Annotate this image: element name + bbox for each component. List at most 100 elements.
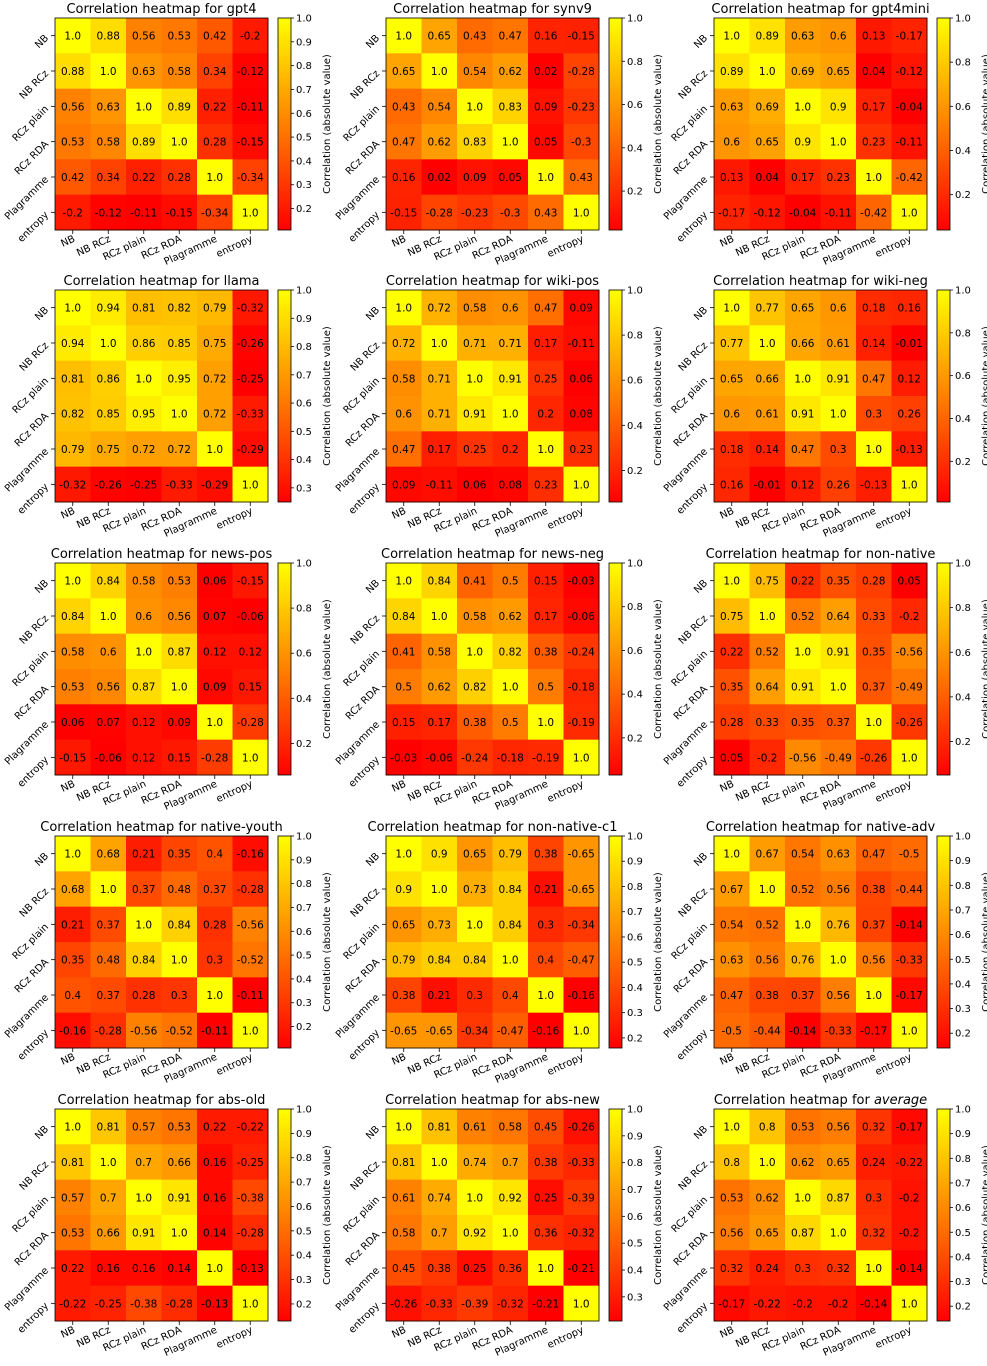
y-tick-label: NB RCz (677, 68, 710, 101)
cell-value-label: 0.05 (720, 752, 743, 764)
heatmap-cell (820, 836, 857, 872)
heatmap-cell (161, 633, 198, 670)
y-tick-label: NB (33, 305, 51, 323)
heatmap-cell (492, 704, 529, 741)
cell-value-label: 0.25 (534, 1192, 557, 1204)
heatmap-cell (197, 1012, 233, 1049)
cell-value-label: 1.0 (135, 101, 152, 113)
heatmap-cell (386, 159, 422, 196)
heatmap-cell (386, 466, 422, 503)
heatmap-cell (197, 1250, 233, 1287)
y-tick-label: NB (692, 851, 710, 869)
heatmap-cell (785, 633, 821, 670)
colorbar-label: Correlation (absolute value) (653, 54, 664, 194)
y-tick-label: NB RCz (349, 613, 382, 646)
heatmap-cell (856, 836, 892, 872)
colorbar-label: Correlation (absolute value) (653, 872, 664, 1012)
chart-title-name: llama (224, 274, 260, 289)
cell-value-label: 0.23 (534, 479, 557, 491)
cell-value-label: 0.89 (168, 101, 191, 113)
heatmap-cell (492, 88, 529, 125)
cell-value-label: -0.33 (426, 1298, 453, 1310)
cell-value-label: 0.16 (203, 1192, 227, 1204)
cell-value-label: 0.76 (827, 919, 851, 931)
heatmap-cell (785, 53, 821, 90)
heatmap-cell (891, 325, 928, 362)
colorbar-tick-label: 1.0 (955, 559, 971, 570)
heatmap-cell (386, 977, 422, 1014)
heatmap-cell (714, 1215, 750, 1251)
cell-value-label: 0.89 (132, 137, 155, 149)
heatmap-cell (749, 466, 786, 503)
cell-value-label: -0.12 (754, 207, 781, 219)
cell-value-label: 0.16 (132, 1263, 156, 1275)
colorbar-tick-label: 0.4 (955, 1252, 971, 1263)
cell-value-label: 1.0 (100, 611, 117, 623)
heatmap-cell (90, 598, 127, 635)
heatmap-cell (820, 325, 857, 362)
heatmap-cell (528, 325, 564, 362)
heatmap-cell (55, 1109, 91, 1145)
heatmap-cell (891, 1215, 928, 1251)
cell-value-label: 1.0 (171, 682, 188, 694)
cell-value-label: 0.75 (756, 576, 779, 588)
heatmap-cell (126, 1144, 162, 1181)
cell-value-label: 0.52 (791, 884, 814, 896)
colorbar-tick-label: 0.9 (627, 1131, 643, 1142)
heatmap-cell (55, 124, 91, 160)
y-tick-label: NB (33, 578, 51, 596)
heatmap-cell (421, 1179, 458, 1216)
cell-value-label: 0.41 (392, 646, 415, 658)
chart-title-name: synv9 (553, 2, 592, 17)
y-tick-label: RCz plain (670, 104, 710, 144)
cell-value-label: 1.0 (573, 1298, 590, 1310)
colorbar-label: Correlation (absolute value) (322, 1145, 333, 1285)
heatmap-cell (161, 466, 198, 503)
cell-value-label: 1.0 (830, 955, 847, 967)
heatmap-cell (856, 871, 892, 908)
heatmap-frame (54, 17, 269, 231)
cell-value-label: -0.32 (237, 303, 264, 315)
cell-value-label: 0.38 (392, 990, 415, 1002)
heatmap-cell (891, 704, 928, 741)
cell-value-label: 0.6 (830, 303, 847, 315)
x-tick-label: entropy (874, 1052, 914, 1078)
cell-value-label: 0.18 (862, 303, 885, 315)
chart-title-prefix: Correlation heatmap for (64, 274, 224, 289)
chart-title-prefix: Correlation heatmap for (58, 1093, 218, 1108)
cell-value-label: 0.22 (203, 101, 226, 113)
cell-value-label: 0.2 (537, 409, 554, 421)
cell-value-label: 0.23 (827, 172, 850, 184)
cell-value-label: 0.28 (132, 990, 155, 1002)
cell-value-label: -0.12 (896, 66, 923, 78)
heatmap-cell (126, 1179, 162, 1216)
colorbar-tick-label: 0.6 (296, 927, 312, 938)
heatmap-cell (528, 1215, 564, 1251)
heatmap-cell (232, 1250, 269, 1287)
cell-value-label: 0.12 (132, 717, 155, 729)
cell-value-label: 1.0 (537, 990, 554, 1002)
heatmap-cell (492, 1179, 529, 1216)
heatmap-frame (54, 562, 269, 776)
heatmap-cell (197, 704, 233, 741)
colorbar-tick-label: 0.7 (296, 85, 312, 96)
cell-value-label: 0.47 (791, 444, 814, 456)
heatmap-cell (563, 669, 600, 705)
heatmap-cell (457, 563, 493, 599)
heatmap-cell (563, 431, 600, 468)
colorbar-tick-label: 0.8 (296, 879, 312, 890)
heatmap-cell (197, 360, 233, 397)
heatmap-cell (492, 598, 529, 635)
cell-value-label: 1.0 (395, 1122, 412, 1134)
cell-value-label: 0.38 (463, 717, 486, 729)
cell-value-label: 0.21 (428, 990, 451, 1002)
heatmap-cell (126, 325, 162, 362)
x-tick-label: entropy (546, 779, 586, 805)
cell-value-label: 0.53 (720, 1192, 743, 1204)
heatmap-cell (197, 1179, 233, 1216)
heatmap-cell (856, 669, 892, 705)
cell-value-label: -0.26 (390, 1298, 417, 1310)
cell-value-label: -0.19 (568, 717, 595, 729)
cell-value-label: 0.65 (392, 919, 415, 931)
colorbar-tick-label: 1.0 (296, 832, 312, 843)
